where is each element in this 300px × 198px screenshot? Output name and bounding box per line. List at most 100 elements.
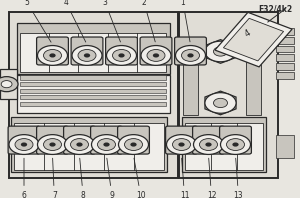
Circle shape (44, 50, 62, 61)
Circle shape (200, 139, 217, 150)
Circle shape (0, 77, 18, 92)
Circle shape (103, 143, 110, 147)
Circle shape (38, 46, 68, 65)
Circle shape (21, 143, 27, 147)
FancyBboxPatch shape (37, 126, 68, 154)
Circle shape (147, 50, 165, 61)
FancyBboxPatch shape (37, 37, 68, 65)
Circle shape (106, 46, 136, 65)
Text: 2: 2 (142, 0, 155, 42)
FancyBboxPatch shape (140, 37, 172, 65)
Bar (20, 102, 166, 106)
Circle shape (49, 143, 56, 147)
FancyBboxPatch shape (106, 37, 137, 65)
Text: 8: 8 (80, 158, 86, 198)
Bar (178, 12, 278, 178)
Circle shape (78, 50, 96, 61)
Bar (276, 37, 294, 44)
Circle shape (92, 135, 122, 154)
Text: 9: 9 (107, 158, 114, 198)
Circle shape (205, 93, 236, 113)
Text: 7: 7 (52, 158, 57, 198)
FancyBboxPatch shape (64, 126, 95, 154)
Bar (9, 12, 178, 178)
Circle shape (187, 53, 194, 57)
Polygon shape (224, 18, 284, 61)
Bar (276, 72, 294, 79)
Circle shape (182, 50, 200, 61)
Bar (20, 82, 166, 86)
Circle shape (70, 139, 88, 150)
FancyBboxPatch shape (175, 37, 206, 65)
FancyBboxPatch shape (166, 126, 197, 154)
Circle shape (178, 143, 185, 147)
Circle shape (84, 53, 90, 57)
Circle shape (232, 143, 239, 147)
Bar (276, 54, 294, 61)
Circle shape (214, 47, 227, 56)
Bar (16, 23, 169, 74)
Circle shape (112, 50, 130, 61)
Circle shape (9, 135, 39, 154)
Text: 1: 1 (181, 0, 190, 42)
Text: 5: 5 (25, 0, 51, 42)
Bar (20, 33, 166, 72)
Text: 11: 11 (180, 158, 189, 198)
Bar (276, 135, 294, 158)
Bar (276, 28, 294, 35)
Circle shape (118, 135, 148, 154)
Text: F32/4k2: F32/4k2 (258, 5, 292, 14)
Bar (0, 69, 16, 99)
FancyBboxPatch shape (220, 126, 251, 154)
FancyBboxPatch shape (71, 37, 103, 65)
Bar (11, 117, 166, 172)
FancyBboxPatch shape (8, 126, 40, 154)
Bar (246, 44, 261, 115)
Circle shape (194, 135, 224, 154)
Circle shape (130, 143, 137, 147)
Circle shape (124, 139, 142, 150)
Circle shape (118, 53, 125, 57)
Circle shape (72, 46, 102, 65)
Circle shape (15, 139, 33, 150)
Text: 12: 12 (207, 158, 216, 198)
Bar (184, 123, 262, 170)
Bar (16, 75, 169, 113)
Circle shape (64, 135, 94, 154)
Circle shape (44, 139, 62, 150)
Circle shape (1, 81, 12, 88)
Circle shape (205, 143, 212, 147)
Bar (182, 117, 266, 172)
Polygon shape (205, 40, 236, 63)
Circle shape (98, 139, 116, 150)
Circle shape (226, 139, 244, 150)
Circle shape (141, 46, 171, 65)
Bar (20, 75, 166, 80)
FancyBboxPatch shape (91, 126, 122, 154)
Text: 3: 3 (103, 0, 121, 42)
Text: 6: 6 (22, 158, 26, 198)
Bar (14, 123, 164, 170)
Polygon shape (205, 91, 236, 115)
Circle shape (205, 41, 236, 62)
Circle shape (167, 135, 197, 154)
Text: 4: 4 (64, 0, 86, 42)
FancyBboxPatch shape (193, 126, 224, 154)
Text: 4: 4 (243, 29, 252, 39)
Circle shape (49, 53, 56, 57)
Circle shape (214, 98, 227, 108)
Circle shape (220, 135, 250, 154)
Circle shape (172, 139, 190, 150)
Text: 13: 13 (234, 158, 243, 198)
Bar (183, 44, 198, 115)
Polygon shape (215, 12, 292, 67)
Bar (276, 46, 294, 52)
Circle shape (76, 143, 83, 147)
Text: 10: 10 (134, 158, 146, 198)
Circle shape (38, 135, 68, 154)
Bar (20, 95, 166, 99)
Bar (276, 63, 294, 70)
Circle shape (153, 53, 159, 57)
Circle shape (176, 46, 206, 65)
Bar (20, 89, 166, 93)
